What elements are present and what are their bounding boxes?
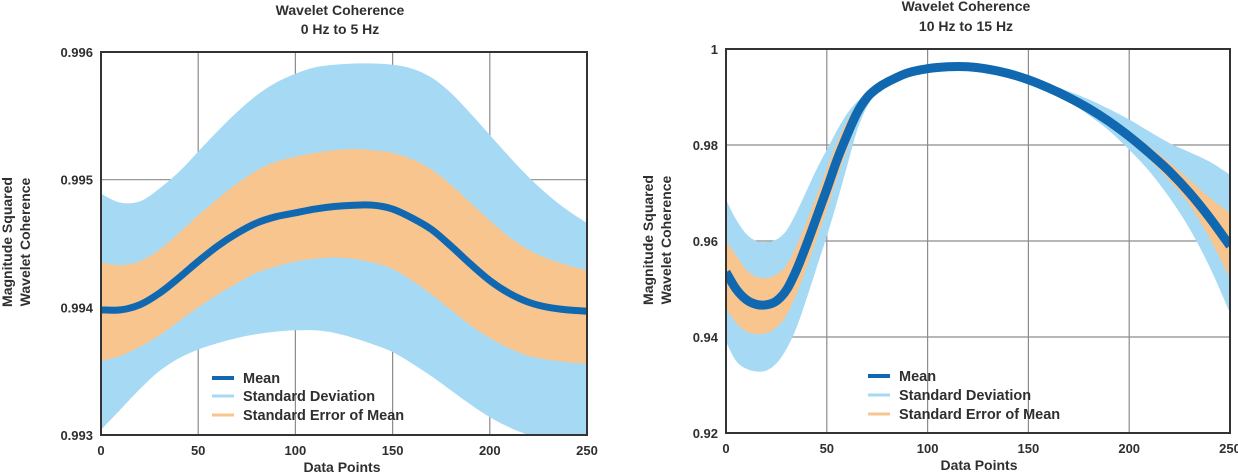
plot-area [725, 48, 1231, 434]
x-tick-labels: 0 50 100 150 200 250 [97, 443, 597, 458]
y-tick-label: 0.993 [60, 428, 93, 443]
legend-label-mean: Mean [243, 371, 280, 387]
legend-label-std-err: Standard Error of Mean [899, 407, 1060, 423]
x-tick-label: 200 [479, 443, 501, 458]
chart-panel-left: Wavelet Coherence 0 Hz to 5 Hz 0.993 0.99… [0, 2, 598, 475]
line-mean [726, 61, 1230, 310]
x-axis-label: Data Points [940, 457, 1017, 473]
x-tick-label: 250 [576, 443, 598, 458]
y-tick-labels: 0.993 0.994 0.995 0.996 [60, 45, 93, 443]
y-axis-label-line2: Wavelet Coherence [17, 177, 33, 306]
chart-panel-right: Wavelet Coherence 10 Hz to 15 Hz 0.92 0.9… [620, 0, 1238, 475]
legend-label-std-dev: Standard Deviation [899, 388, 1031, 404]
x-tick-label: 50 [191, 443, 205, 458]
x-tick-label: 0 [97, 443, 104, 458]
x-tick-labels: 0 50 100 150 200 250 [722, 441, 1238, 456]
plot-area [100, 51, 588, 436]
chart-title: Wavelet Coherence [276, 2, 405, 18]
band-standard-error-of-mean [101, 149, 587, 364]
y-tick-label: 0.98 [693, 138, 718, 153]
y-tick-label: 0.994 [60, 300, 93, 315]
x-tick-label: 150 [382, 443, 404, 458]
x-tick-label: 250 [1219, 441, 1238, 456]
plot-frame [100, 51, 588, 436]
x-tick-label: 100 [285, 443, 307, 458]
y-tick-label: 0.94 [693, 330, 719, 345]
y-tick-label: 0.92 [693, 426, 718, 441]
x-tick-label: 200 [1118, 441, 1140, 456]
y-tick-label: 0.995 [60, 173, 93, 188]
band-standard-deviation [726, 66, 1230, 372]
y-tick-label: 1 [711, 42, 718, 57]
legend: Mean Standard Deviation Standard Error o… [868, 369, 1060, 423]
chart-title: Wavelet Coherence [902, 0, 1031, 14]
legend-label-std-dev: Standard Deviation [243, 389, 375, 405]
chart-subtitle: 10 Hz to 15 Hz [919, 18, 1013, 34]
y-axis-label-line1: Magnitude Squared [0, 177, 15, 307]
chart-subtitle: 0 Hz to 5 Hz [301, 21, 380, 37]
y-axis-label-line2: Wavelet Coherence [658, 175, 674, 304]
y-tick-label: 0.96 [693, 234, 718, 249]
legend-label-mean: Mean [899, 369, 936, 385]
line-mean [101, 201, 587, 315]
x-tick-label: 150 [1018, 441, 1040, 456]
legend: Mean Standard Deviation Standard Error o… [212, 371, 404, 424]
y-axis-label: Magnitude Squared Wavelet Coherence [0, 177, 33, 307]
chart-right-svg: Wavelet Coherence 10 Hz to 15 Hz 0.920.9… [640, 0, 1238, 473]
y-axis-label: Magnitude Squared Wavelet Coherence [640, 175, 674, 305]
series-group [101, 63, 587, 435]
series-group [726, 61, 1230, 372]
y-tick-label: 0.996 [60, 45, 93, 60]
plot-frame [725, 48, 1231, 434]
x-tick-label: 100 [917, 441, 939, 456]
legend-label-std-err: Standard Error of Mean [243, 408, 404, 424]
x-axis-label: Data Points [303, 459, 380, 475]
x-tick-label: 50 [820, 441, 834, 456]
x-tick-label: 0 [722, 441, 729, 456]
y-axis-label-line1: Magnitude Squared [640, 175, 656, 305]
y-tick-labels: 0.92 0.94 0.96 0.98 1 [693, 42, 719, 441]
chart-left-svg: Wavelet Coherence 0 Hz to 5 Hz 0.9930.99… [0, 2, 598, 475]
